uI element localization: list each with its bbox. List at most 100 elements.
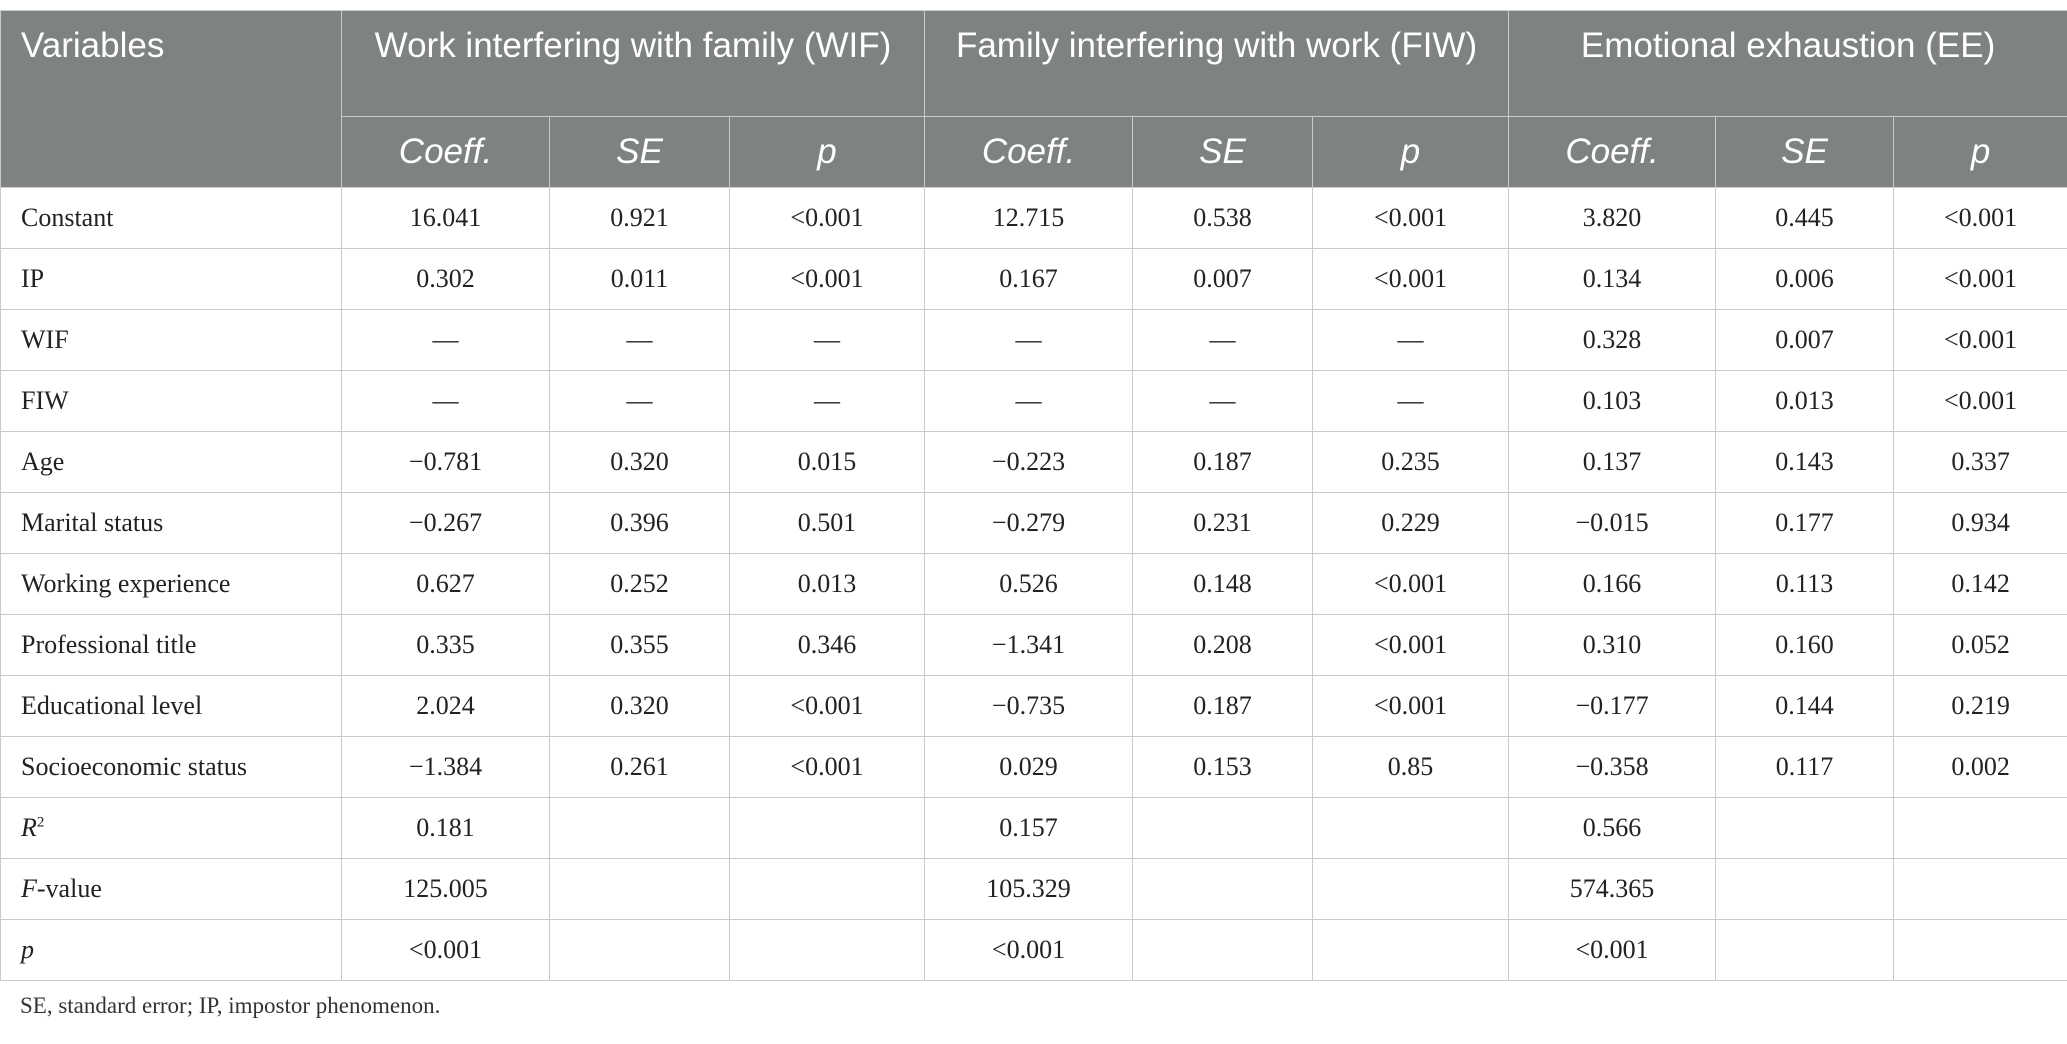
table-cell: 0.235 (1312, 431, 1510, 493)
row-label-f: F-value (0, 858, 342, 920)
table-cell: — (341, 309, 550, 371)
table-cell: 0.117 (1715, 736, 1895, 798)
table-cell: — (728, 309, 926, 371)
row-label-p: p (0, 919, 342, 981)
table-cell: 0.142 (1893, 553, 2067, 615)
table-cell: 0.208 (1132, 614, 1314, 676)
table-cell: <0.001 (728, 187, 926, 249)
row-label: Socioeconomic status (0, 736, 342, 798)
subheader-se: SE (1132, 116, 1314, 188)
table-cell: 0.501 (728, 492, 926, 554)
table-cell: −0.177 (1508, 675, 1717, 737)
table-cell: <0.001 (1312, 248, 1510, 310)
row-label: FIW (0, 370, 342, 432)
table-cell: 0.261 (549, 736, 730, 798)
subheader-p: p (1893, 116, 2067, 188)
table-cell: 0.445 (1715, 187, 1895, 249)
table-cell: 0.187 (1132, 675, 1314, 737)
table-cell: 0.113 (1715, 553, 1895, 615)
table-cell: — (924, 309, 1134, 371)
table-cell: 0.144 (1715, 675, 1895, 737)
table-cell: 0.052 (1893, 614, 2067, 676)
group-header-wif: Work interfering with family (WIF) (340, 10, 926, 117)
table-cell: — (341, 370, 550, 432)
table-cell: 0.396 (549, 492, 730, 554)
table-cell: 0.177 (1715, 492, 1895, 554)
table-cell: −0.015 (1508, 492, 1717, 554)
f-label-italic: F (21, 874, 37, 903)
subheader-p: p (1312, 116, 1510, 188)
table-cell: 0.335 (341, 614, 550, 676)
table-cell: 0.011 (549, 248, 730, 310)
table-cell: — (924, 370, 1134, 432)
table-row: Constant 16.041 0.921 <0.001 12.715 0.538 <0.0… (0, 187, 2067, 249)
table-cell: <0.001 (728, 248, 926, 310)
table-cell: 0.148 (1132, 553, 1314, 615)
table-cell: 0.538 (1132, 187, 1314, 249)
table-cell: 0.302 (341, 248, 550, 310)
table-cell: <0.001 (728, 675, 926, 737)
table-cell: <0.001 (728, 736, 926, 798)
table-cell: <0.001 (1893, 370, 2067, 432)
table-cell: 0.346 (728, 614, 926, 676)
row-label: Constant (0, 187, 342, 249)
row-label: IP (0, 248, 342, 310)
table-cell: 574.365 (1508, 858, 1717, 920)
table-container: Variables Work interfering with family (… (0, 10, 2067, 981)
table-cell: 0.013 (1715, 370, 1895, 432)
table-cell: 0.934 (1893, 492, 2067, 554)
table-cell: 0.153 (1132, 736, 1314, 798)
table-cell: 0.181 (341, 797, 550, 859)
table-cell: — (1132, 309, 1314, 371)
table-cell: 0.85 (1312, 736, 1510, 798)
table-cell: 0.103 (1508, 370, 1717, 432)
table-cell: 16.041 (341, 187, 550, 249)
table-cell: 12.715 (924, 187, 1134, 249)
table-cell: 0.328 (1508, 309, 1717, 371)
table-cell: <0.001 (924, 919, 1134, 981)
table-cell: 2.024 (341, 675, 550, 737)
stat-row-f: F-value 125.005 105.329 574.365 (0, 858, 2067, 920)
table-row: IP 0.302 0.011 <0.001 0.167 0.007 <0.001 0.134 0… (0, 248, 2067, 310)
table-cell: 0.355 (549, 614, 730, 676)
table-cell: 0.015 (728, 431, 926, 493)
table-cell: 0.219 (1893, 675, 2067, 737)
row-label-r2: R2 (0, 797, 342, 859)
table-cell: −1.341 (924, 614, 1134, 676)
table-cell: <0.001 (1312, 187, 1510, 249)
table-cell: −0.735 (924, 675, 1134, 737)
subheader-se: SE (1715, 116, 1895, 188)
table-row: FIW — — — — — —0.103 0.013 <0.001 (0, 370, 2067, 432)
table-cell: <0.001 (1508, 919, 1717, 981)
table-row: Educational level 2.024 0.320 <0.001 −0.735 0… (0, 675, 2067, 737)
header-row-subheaders: Coeff. SE p Coeff. SE p Coeff. SE p (1, 116, 2067, 188)
group-header-fiw: Family interfering with work (FIW) (924, 10, 1510, 117)
r2-label-sup: 2 (36, 814, 45, 831)
table-row: Working experience 0.627 0.252 0.013 0.526 0.… (0, 553, 2067, 615)
table-cell: 105.329 (924, 858, 1134, 920)
table-cell: — (1132, 370, 1314, 432)
table-cell: 0.229 (1312, 492, 1510, 554)
table-cell: — (1312, 370, 1510, 432)
table-cell: 0.167 (924, 248, 1134, 310)
row-label: Professional title (0, 614, 342, 676)
table-cell: 0.526 (924, 553, 1134, 615)
row-label: Marital status (0, 492, 342, 554)
table-cell: 0.921 (549, 187, 730, 249)
table-cell: <0.001 (1312, 553, 1510, 615)
stat-row-p: p <0.001 <0.001 <0.001 (0, 919, 2067, 981)
variables-header: Variables (0, 10, 342, 188)
subheader-coeff: Coeff. (924, 116, 1134, 188)
table-cell: 0.252 (549, 553, 730, 615)
table-cell: — (549, 370, 730, 432)
table-cell: −1.384 (341, 736, 550, 798)
table-cell: 0.160 (1715, 614, 1895, 676)
table-cell: 0.627 (341, 553, 550, 615)
table-cell: 125.005 (341, 858, 550, 920)
table-cell: −0.781 (341, 431, 550, 493)
row-label: Working experience (0, 553, 342, 615)
table-cell: <0.001 (1312, 675, 1510, 737)
table-cell: — (1312, 309, 1510, 371)
table-row: Socioeconomic status −1.384 0.261 <0.001 0.0… (0, 736, 2067, 798)
table-cell: <0.001 (1312, 614, 1510, 676)
